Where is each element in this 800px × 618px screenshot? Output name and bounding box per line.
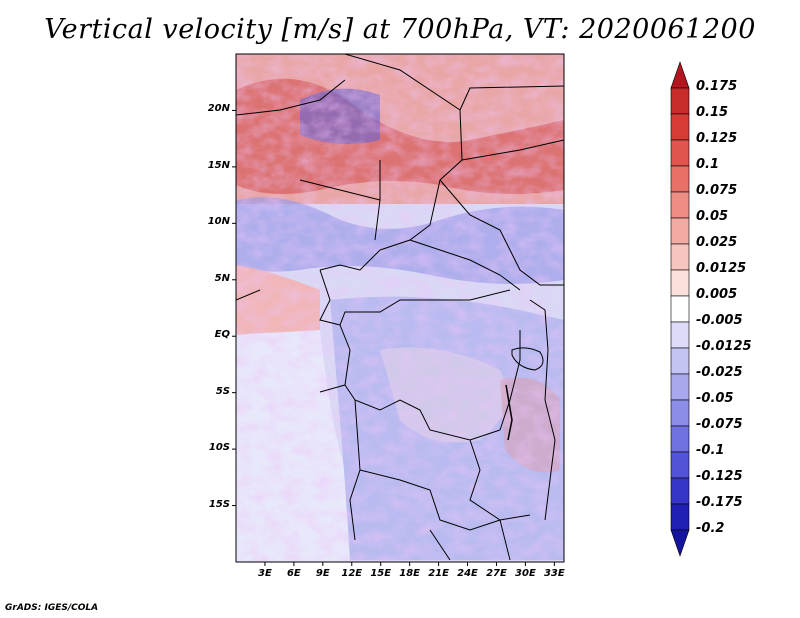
colorbar-label: 0.175 [696,79,738,94]
lat-label: 15N [207,159,230,171]
colorbar-segment [670,269,690,297]
colorbar-label: -0.175 [696,495,743,510]
colorbar-segment [670,503,690,531]
colorbar-segment [670,87,690,115]
page-title: Vertical velocity [m/s] at 700hPa, VT: 2… [44,14,756,45]
colorbar-label: -0.05 [696,391,734,406]
lon-label: 24E [457,568,478,579]
lon-label: 30E [515,568,536,579]
colorbar-label: 0.1 [696,157,720,172]
colorbar-segment [670,451,690,479]
colorbar-segment [670,529,690,557]
colorbar-segment [670,139,690,167]
colorbar-label: -0.075 [696,417,743,432]
colorbar-segment [670,321,690,349]
colorbar-segment [670,113,690,141]
velocity-field [236,54,564,562]
lat-label: 20N [207,103,230,115]
colorbar-label: -0.1 [696,443,725,458]
colorbar-label: 0.15 [696,105,729,120]
lon-label: 33E [543,568,565,579]
colorbar-label: 0.005 [696,287,738,302]
lat-label: 10S [208,442,230,454]
lat-label: 15S [208,498,230,510]
country-borders [236,54,564,561]
colorbar-segment [670,295,690,323]
colorbar-label: -0.2 [696,521,725,536]
colorbar-label: 0.0125 [696,261,747,276]
colorbar-label: -0.0125 [696,339,752,354]
colorbar-segment [670,165,690,193]
lon-label: 15E [370,568,392,579]
colorbar-label: 0.075 [696,183,738,198]
lat-label: EQ [214,329,230,341]
colorbar-label: -0.025 [696,365,743,380]
colorbar-label: 0.05 [696,209,729,224]
lon-label: 27E [486,568,507,579]
colorbar-segment [670,399,690,427]
lat-label: 10N [207,216,230,228]
colorbar-segment [670,191,690,219]
lon-label: 18E [399,568,421,579]
colorbar-segment [670,347,690,375]
lon-label: 12E [341,568,363,579]
colorbar-label: 0.125 [696,131,738,146]
lat-label: 5S [215,385,230,397]
colorbar-segment [670,425,690,453]
lat-label: 5N [214,272,230,284]
colorbar-segment [670,477,690,505]
lon-label: 6E [286,568,301,579]
colorbar-segment [670,373,690,401]
colorbar-label: -0.125 [696,469,743,484]
credit-text: GrADS: IGES/COLA [5,603,99,613]
lon-label: 9E [315,568,330,579]
lon-label: 3E [258,568,272,579]
colorbar-label: 0.025 [696,235,738,250]
colorbar-label: -0.005 [696,313,743,328]
map-frame [235,53,565,563]
lon-label: 21E [428,568,449,579]
colorbar-segment [670,217,690,245]
colorbar-segment [670,243,690,271]
colorbar-segment [670,61,690,89]
